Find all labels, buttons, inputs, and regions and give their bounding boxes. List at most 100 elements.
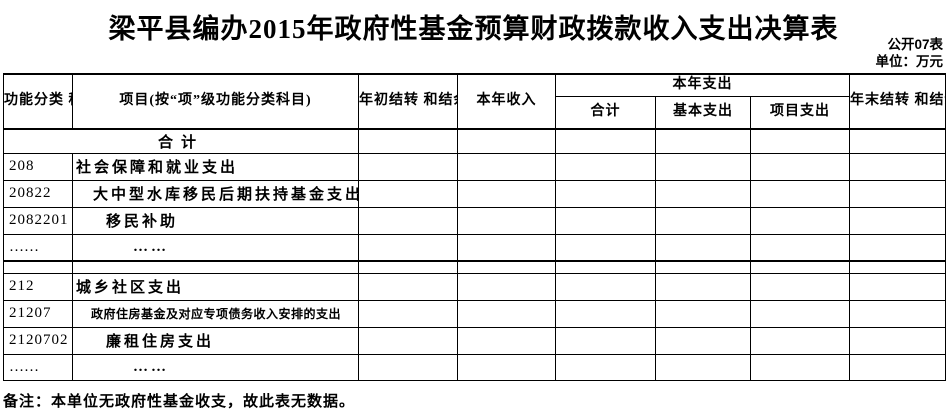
table-row: 21207 政府住房基金及对应专项债务收入安排的支出 <box>3 299 947 328</box>
value-cell <box>358 206 458 235</box>
value-cell <box>358 272 458 301</box>
value-cell <box>849 260 947 274</box>
table-row: 2120702 廉租住房支出 <box>3 326 947 355</box>
header-closing-balance: 年末结转 和结余 <box>849 73 947 130</box>
header-exp-project: 项目支出 <box>749 95 851 130</box>
table-header: 功能分类 科目编码 项目(按“项”级功能分类科目) 年初结转 和结余 本年收入 … <box>3 73 947 130</box>
value-cell <box>849 326 947 355</box>
value-cell <box>457 128 556 154</box>
table-number: 公开07表 <box>887 37 943 52</box>
value-cell <box>555 299 656 328</box>
header-expenditure-group: 本年支出 <box>554 73 851 97</box>
project-cell <box>72 260 359 274</box>
value-cell <box>555 206 656 235</box>
value-cell <box>749 128 851 154</box>
table-row: 2082201 移民补助 <box>3 206 947 235</box>
header-income: 本年收入 <box>457 73 556 130</box>
value-cell <box>749 206 851 235</box>
value-cell <box>555 326 656 355</box>
value-cell <box>655 353 751 381</box>
value-cell <box>457 152 556 181</box>
code-cell: 212 <box>3 272 73 301</box>
header-code: 功能分类 科目编码 <box>3 73 73 130</box>
value-cell <box>749 233 851 262</box>
table-body: 合计 208 社会保障和就业支出 20822 大中型水库移民 <box>3 128 947 381</box>
project-cell: 城乡社区支出 <box>72 272 359 301</box>
value-cell <box>358 128 458 154</box>
value-cell <box>358 152 458 181</box>
value-cell <box>555 128 656 154</box>
footnote: 备注：本单位无政府性基金收支，故此表无数据。 <box>3 394 356 409</box>
project-cell: 政府住房基金及对应专项债务收入安排的支出 <box>72 299 359 328</box>
value-cell <box>655 326 751 355</box>
code-cell: 2082201 <box>3 206 73 235</box>
value-cell <box>555 260 656 274</box>
unit-label: 单位：万元 <box>875 54 944 69</box>
value-cell <box>457 179 556 208</box>
header-exp-basic: 基本支出 <box>655 95 751 130</box>
value-cell <box>849 179 947 208</box>
value-cell <box>457 299 556 328</box>
value-cell <box>457 206 556 235</box>
value-cell <box>749 272 851 301</box>
value-cell <box>358 233 458 262</box>
value-cell <box>457 233 556 262</box>
value-cell <box>655 260 751 274</box>
table-row: 20822 大中型水库移民后期扶持基金支出 <box>3 179 947 208</box>
header-opening-balance: 年初结转 和结余 <box>358 73 458 130</box>
value-cell <box>849 206 947 235</box>
budget-table: 功能分类 科目编码 项目(按“项”级功能分类科目) 年初结转 和结余 本年收入 … <box>3 73 947 381</box>
value-cell <box>457 260 556 274</box>
value-cell <box>555 272 656 301</box>
value-cell <box>655 152 751 181</box>
code-cell <box>3 260 73 274</box>
value-cell <box>555 179 656 208</box>
header-project: 项目(按“项”级功能分类科目) <box>72 73 359 130</box>
total-label-cell: 合计 <box>3 128 359 154</box>
value-cell <box>749 152 851 181</box>
value-cell <box>849 272 947 301</box>
project-cell: 廉租住房支出 <box>72 326 359 355</box>
table-meta: 公开07表 单位：万元 <box>876 36 944 70</box>
value-cell <box>457 353 556 381</box>
page-title: 梁平县编办2015年政府性基金预算财政拨款收入支出决算表 <box>108 14 839 44</box>
value-cell <box>749 326 851 355</box>
project-cell: …… <box>72 233 359 262</box>
value-cell <box>655 128 751 154</box>
value-cell <box>849 152 947 181</box>
header-exp-total: 合计 <box>555 95 656 130</box>
value-cell <box>749 179 851 208</box>
value-cell <box>358 260 458 274</box>
table-row-ellipsis: …… …… <box>3 233 947 262</box>
value-cell <box>655 206 751 235</box>
value-cell <box>749 260 851 274</box>
value-cell <box>849 353 947 381</box>
value-cell <box>358 353 458 381</box>
value-cell <box>749 353 851 381</box>
value-cell <box>655 272 751 301</box>
value-cell <box>655 299 751 328</box>
table-row-spacer <box>3 260 947 274</box>
table-row: 208 社会保障和就业支出 <box>3 152 947 181</box>
code-cell: 208 <box>3 152 73 181</box>
code-cell: 21207 <box>3 299 73 328</box>
value-cell <box>849 233 947 262</box>
value-cell <box>358 299 458 328</box>
value-cell <box>555 152 656 181</box>
value-cell <box>655 233 751 262</box>
code-cell: …… <box>3 233 73 262</box>
value-cell <box>358 326 458 355</box>
table-row: 212 城乡社区支出 <box>3 272 947 301</box>
table-row-ellipsis: …… …… <box>3 353 947 381</box>
project-cell: 移民补助 <box>72 206 359 235</box>
project-cell: …… <box>72 353 359 381</box>
value-cell <box>457 272 556 301</box>
value-cell <box>358 179 458 208</box>
table-row-total: 合计 <box>3 128 947 154</box>
value-cell <box>555 353 656 381</box>
project-cell: 大中型水库移民后期扶持基金支出 <box>72 179 359 208</box>
project-cell: 社会保障和就业支出 <box>72 152 359 181</box>
value-cell <box>849 128 947 154</box>
value-cell <box>655 179 751 208</box>
